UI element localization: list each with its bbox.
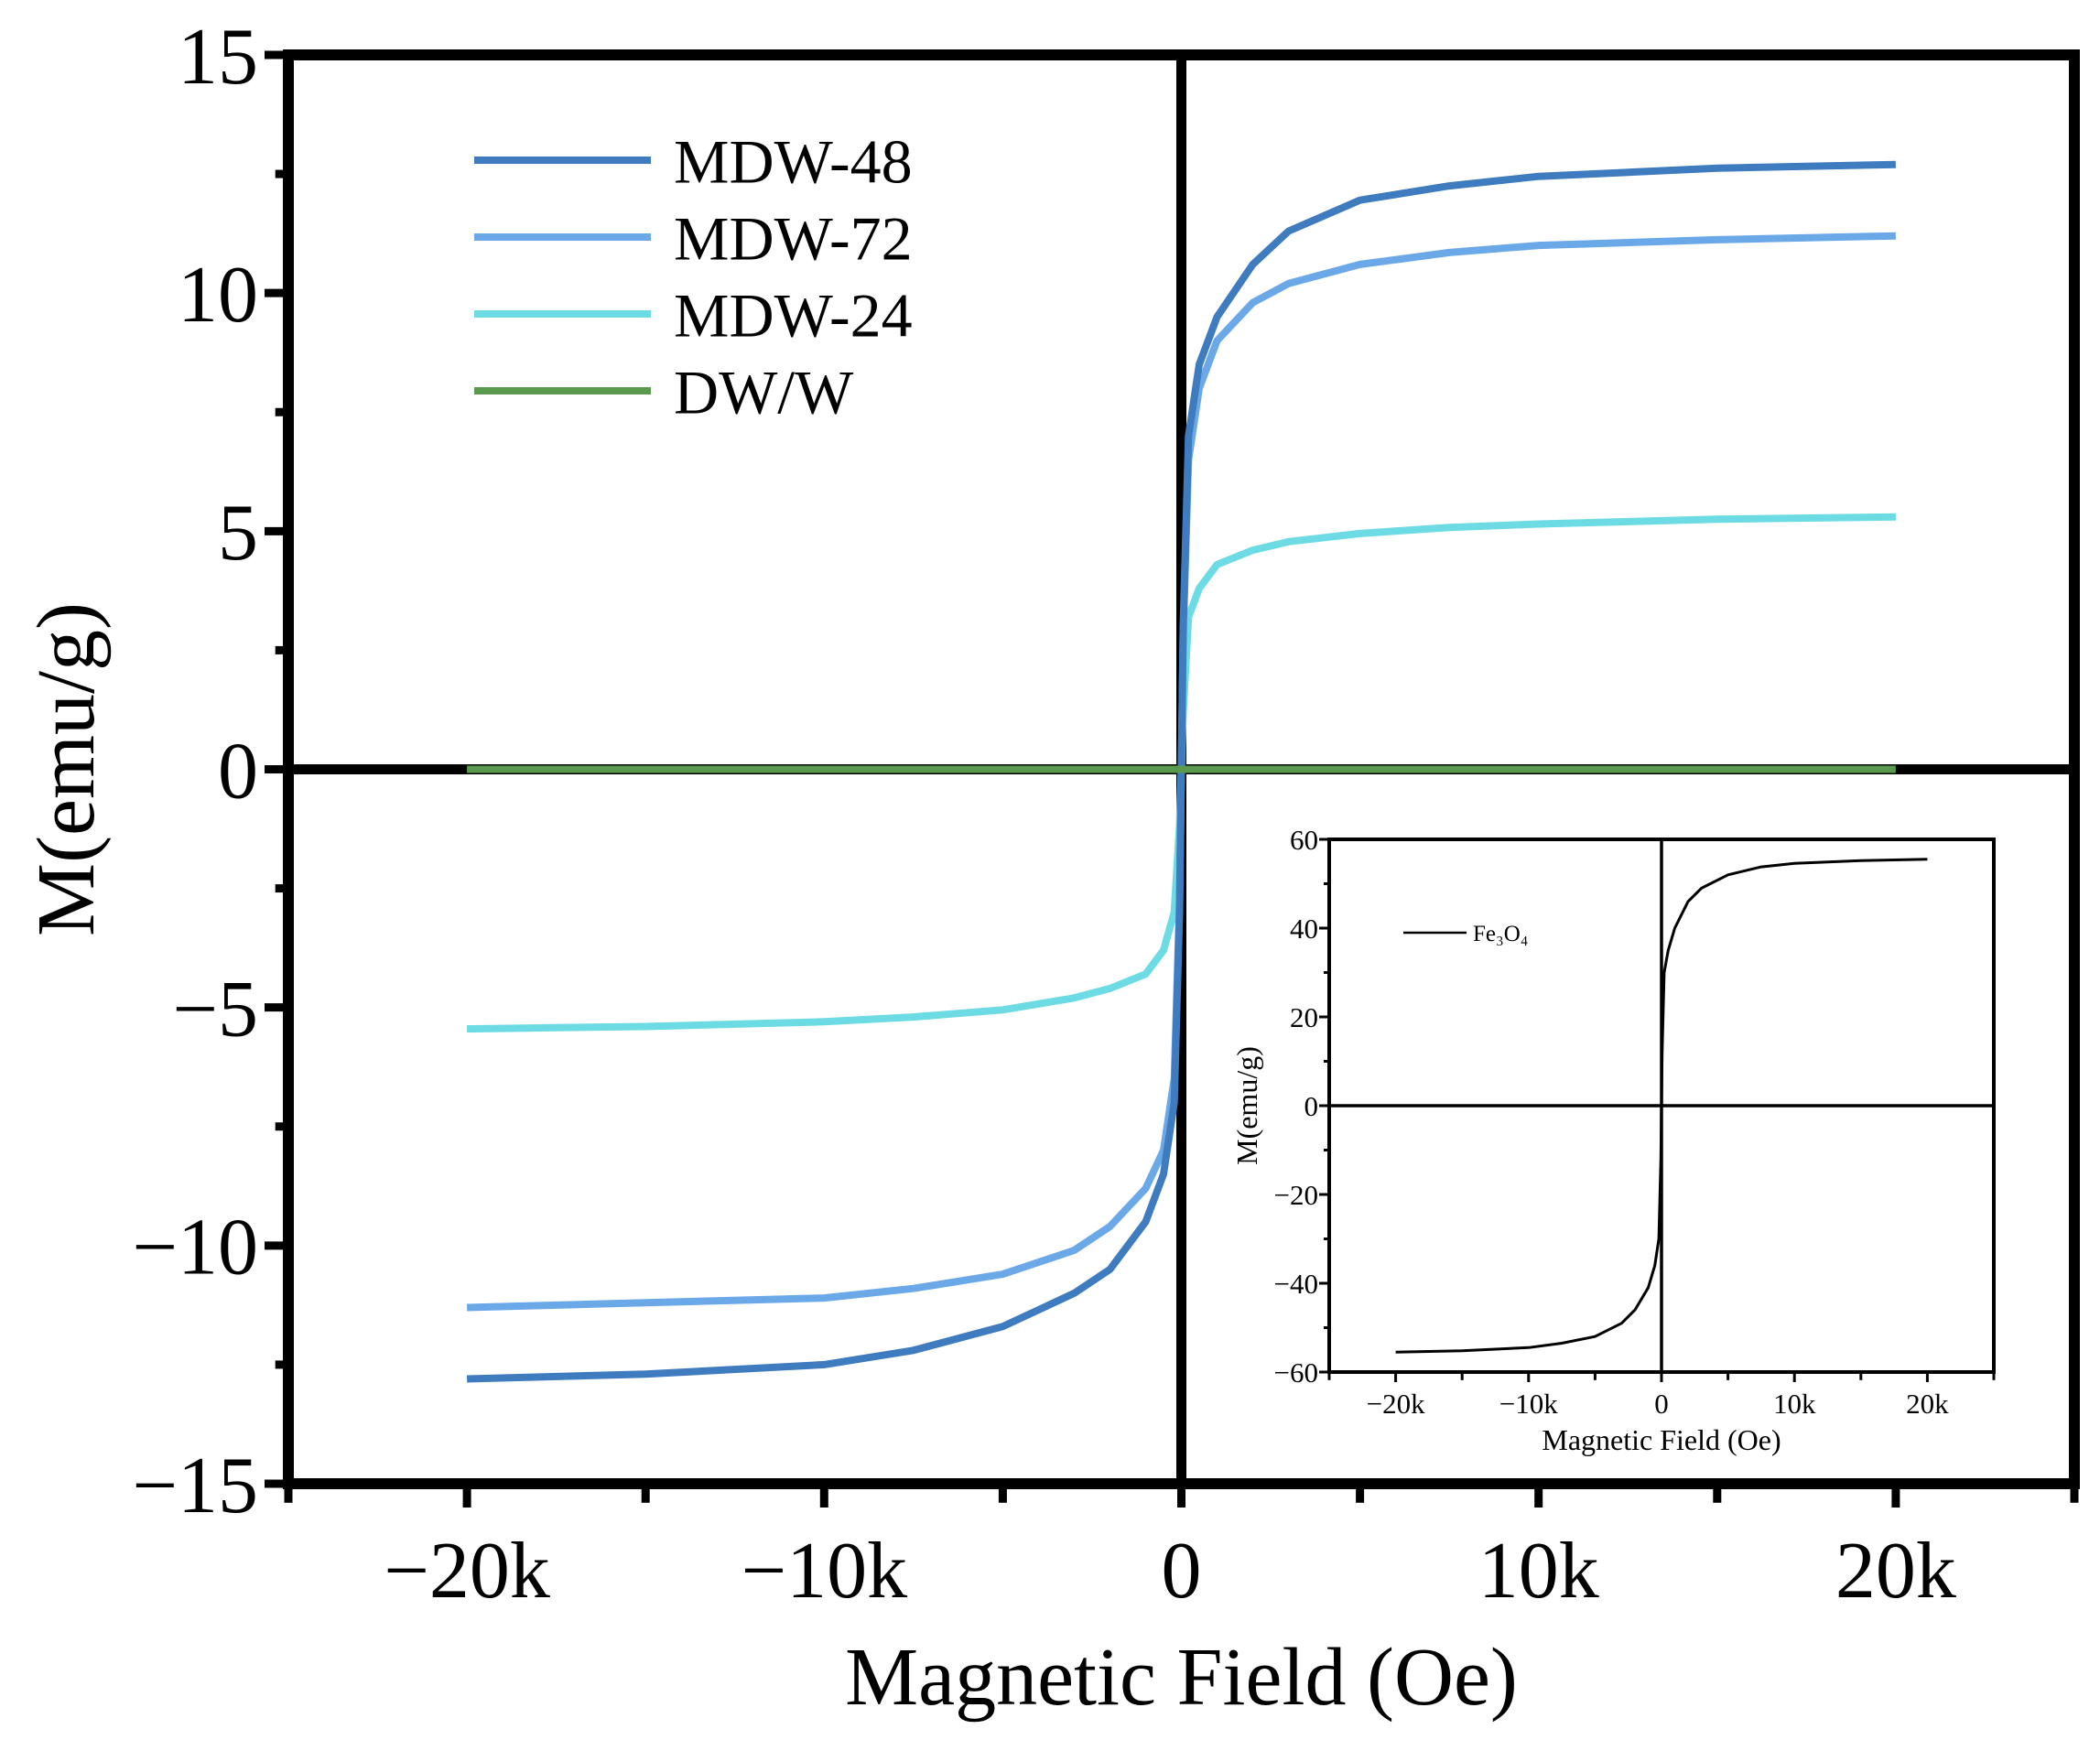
x-tick-label: 20k <box>1835 1527 1956 1616</box>
legend-label: MDW-72 <box>674 203 913 273</box>
y-tick-label: −10 <box>132 1204 258 1292</box>
y-tick-label: −40 <box>1274 1268 1318 1300</box>
x-axis-title: Magnetic Field (Oe) <box>1542 1423 1781 1456</box>
y-tick-label: −15 <box>132 1442 258 1530</box>
y-tick-label: 15 <box>178 13 258 102</box>
x-tick-label: 20k <box>1906 1388 1949 1420</box>
x-tick-label: −10k <box>1499 1388 1558 1420</box>
legend-label: DW/W <box>674 357 854 427</box>
main-plot: −20k −10k 0 10k 20k −15 −10 −5 0 5 10 15 Magnetic Fi… <box>21 13 2080 1723</box>
y-tick-label: 0 <box>1304 1090 1319 1122</box>
y-tick-label: 60 <box>1290 824 1318 856</box>
y-axis-title: M(emu/g) <box>1230 1046 1263 1165</box>
x-axis-title: Magnetic Field (Oe) <box>845 1632 1518 1723</box>
y-tick-label: 40 <box>1290 913 1318 945</box>
y-axis-title: M(emu/g) <box>21 602 112 936</box>
inset-plot-fe3o4: −20k −10k 0 10k 20k −60 −40 −20 0 20 40 60 Magnetic … <box>1230 824 1996 1456</box>
x-tick-label: −20k <box>384 1527 550 1616</box>
x-tick-label: 0 <box>1162 1527 1202 1616</box>
x-tick-label: 0 <box>1654 1388 1669 1420</box>
x-tick-label: −10k <box>741 1527 907 1616</box>
y-tick-label: −20 <box>1274 1179 1318 1211</box>
y-tick-label: −5 <box>172 965 258 1054</box>
y-tick-label: 10 <box>178 251 258 340</box>
x-tick-label: −20k <box>1367 1388 1425 1420</box>
y-tick-label: 0 <box>218 727 258 816</box>
y-tick-label: 5 <box>218 489 258 578</box>
series-line-fe-o- <box>1395 858 1928 1354</box>
y-tick-label: 20 <box>1290 1001 1318 1033</box>
x-tick-label: 10k <box>1478 1527 1599 1616</box>
x-tick-label: 10k <box>1773 1388 1816 1420</box>
legend: Fe₃O₄ <box>1403 922 1529 946</box>
legend-label: MDW-48 <box>674 126 913 196</box>
legend-label: Fe₃O₄ <box>1473 922 1529 946</box>
y-tick-label: −60 <box>1274 1356 1318 1389</box>
legend-label: MDW-24 <box>674 280 913 350</box>
